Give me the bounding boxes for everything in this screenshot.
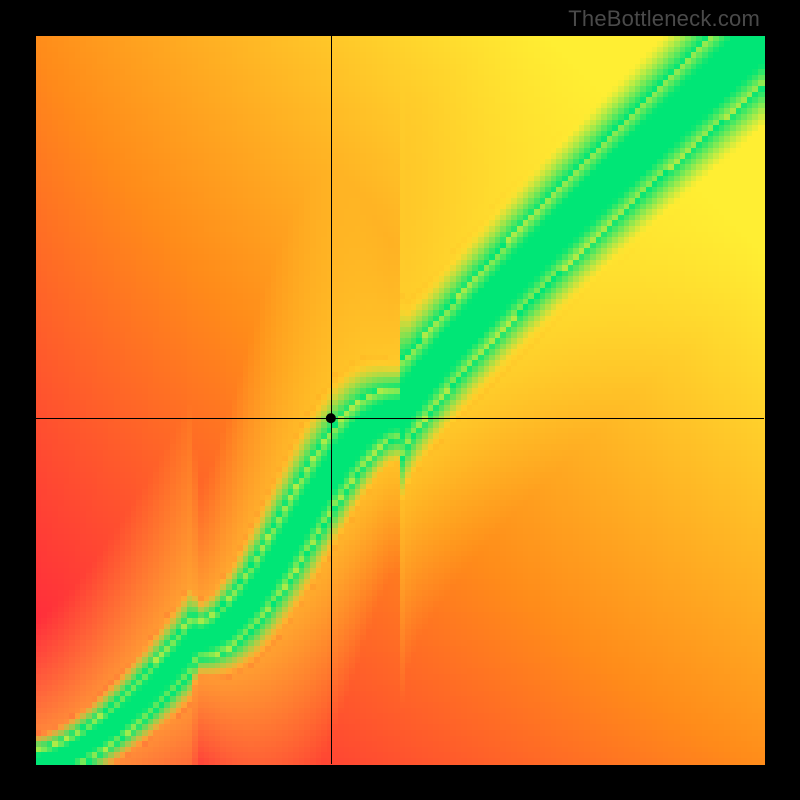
- watermark-text: TheBottleneck.com: [568, 6, 760, 32]
- chart-container: TheBottleneck.com: [0, 0, 800, 800]
- bottleneck-heatmap: [0, 0, 800, 800]
